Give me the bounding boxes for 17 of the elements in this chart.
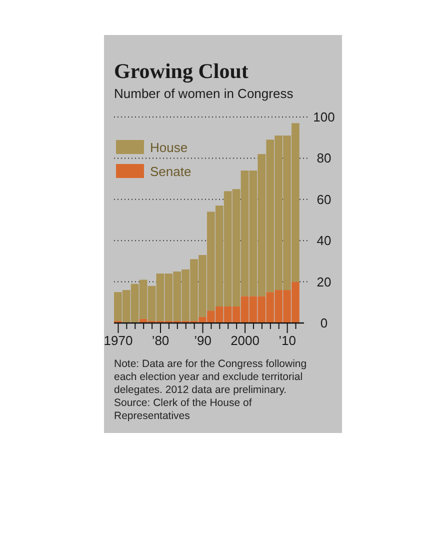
source-note: Source: Clerk of the House of Representatives — [114, 397, 252, 422]
x-tick-label: ’90 — [194, 333, 212, 348]
y-tick-label: 60 — [316, 192, 332, 207]
y-tick-label: 0 — [320, 316, 328, 330]
x-tick-label: ’10 — [278, 333, 296, 348]
chart-title: Growing Clout — [114, 59, 248, 83]
x-tick-label: 1970 — [104, 333, 133, 348]
x-tick-label: ’80 — [152, 333, 170, 348]
y-tick-label: 20 — [316, 274, 332, 290]
legend-label: Senate — [150, 164, 192, 179]
chart-subtitle: Number of women in Congress — [114, 86, 294, 101]
y-tick-label: 40 — [316, 233, 332, 248]
text: Note: Data are for the Congress following each election year and exclude territorial delegates. 2012 data are preliminary. — [114, 358, 307, 396]
y-tick-label: 80 — [316, 150, 332, 166]
y-tick-label: 100 — [313, 110, 335, 124]
legend-label: House — [150, 140, 188, 155]
x-tick-label: 2000 — [230, 333, 260, 348]
